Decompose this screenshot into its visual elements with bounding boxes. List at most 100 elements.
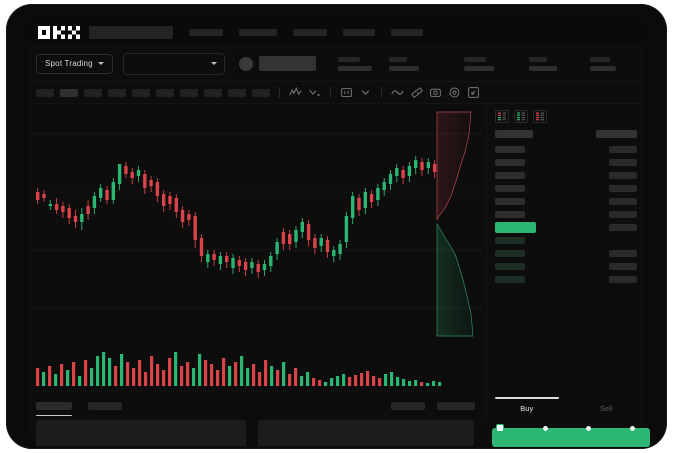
order-book-row[interactable] <box>487 156 645 169</box>
bottom-panel-left[interactable] <box>36 420 246 446</box>
column-header-price <box>495 130 533 138</box>
order-book-row[interactable] <box>487 195 645 208</box>
volume-histogram <box>28 342 483 390</box>
order-book-header <box>487 127 645 143</box>
order-book-amount <box>609 159 637 166</box>
okx-logo[interactable] <box>38 25 80 39</box>
order-book-price <box>495 146 525 153</box>
trading-mode-selector[interactable]: Spot Trading <box>36 53 113 74</box>
bottom-action-1[interactable] <box>391 402 425 410</box>
order-book-row[interactable] <box>487 234 645 247</box>
chevron-down-icon <box>210 62 217 65</box>
stat-volume-quote <box>589 56 616 71</box>
order-book-amount <box>609 276 637 283</box>
line-style-icon[interactable] <box>391 86 404 99</box>
tablet-frame: Spot Trading <box>6 4 667 449</box>
market-toolbar: Spot Trading <box>28 46 645 82</box>
chevron-down-icon <box>97 62 104 65</box>
trading-mode-label: Spot Trading <box>45 59 93 68</box>
bottom-panel-right[interactable] <box>258 420 474 446</box>
orderbook-bids-icon[interactable] <box>514 110 528 123</box>
order-book-asks <box>487 143 645 221</box>
nav-item-3[interactable] <box>293 28 327 36</box>
toolbar-divider <box>330 87 331 98</box>
order-book-row[interactable] <box>487 208 645 221</box>
camera-icon[interactable] <box>429 86 442 99</box>
toolbar-divider <box>381 87 382 98</box>
order-book-row[interactable] <box>487 143 645 156</box>
order-book-row[interactable] <box>487 169 645 182</box>
bottom-action-2[interactable] <box>437 402 475 410</box>
column-header-amount <box>596 130 637 138</box>
bottom-tab-open-orders[interactable] <box>36 402 72 416</box>
order-book-amount <box>609 211 637 218</box>
indicators-icon[interactable] <box>289 86 302 99</box>
last-price-amount <box>609 224 637 231</box>
primary-cta-button[interactable] <box>492 428 650 447</box>
fullscreen-icon[interactable] <box>467 86 480 99</box>
step-3[interactable] <box>586 425 592 431</box>
order-book-row[interactable] <box>487 260 645 273</box>
nav-item-5[interactable] <box>391 28 423 36</box>
order-book-amount <box>609 250 637 257</box>
stat-high <box>388 56 419 71</box>
ruler-icon[interactable] <box>410 86 423 99</box>
search-input[interactable] <box>89 25 173 39</box>
timeframe-4h[interactable] <box>156 88 174 97</box>
timeframe-1m[interactable] <box>36 88 54 97</box>
settings-icon[interactable] <box>448 86 461 99</box>
orderbook-both-icon[interactable] <box>495 110 509 123</box>
trading-pair-select[interactable] <box>122 52 225 75</box>
timeframe-1d[interactable] <box>180 88 198 97</box>
bottom-tab-order-history[interactable] <box>88 402 122 410</box>
nav-item-4[interactable] <box>343 28 375 36</box>
order-book-price <box>495 211 525 218</box>
order-book-bids <box>487 234 645 286</box>
timeframe-30m[interactable] <box>108 88 126 97</box>
order-book-price <box>495 276 525 283</box>
candlestick-chart[interactable] <box>28 104 483 342</box>
last-price-value <box>258 56 316 71</box>
order-book-last-price-row <box>487 221 645 234</box>
last-price-badge <box>495 222 536 233</box>
order-book-price <box>495 185 525 192</box>
buy-sell-tabs: Buy Sell <box>487 397 645 419</box>
tab-buy[interactable]: Buy <box>487 397 567 419</box>
order-book-row[interactable] <box>487 247 645 260</box>
chevron-down-icon[interactable] <box>359 86 372 99</box>
tablet-screen: Spot Trading <box>28 18 645 442</box>
step-2[interactable] <box>542 425 548 431</box>
tab-sell[interactable]: Sell <box>599 403 613 413</box>
timeframe-1w[interactable] <box>204 88 222 97</box>
step-1[interactable] <box>496 424 504 432</box>
toolbar-divider <box>279 87 280 98</box>
timeframe-1mo[interactable] <box>228 88 246 97</box>
timeframe-15m[interactable] <box>84 88 102 97</box>
order-book-price <box>495 198 525 205</box>
order-book-amount <box>609 263 637 270</box>
order-book-amount <box>609 185 637 192</box>
template-icon[interactable] <box>340 86 353 99</box>
stat-volume <box>528 56 557 71</box>
timeframe-more[interactable] <box>252 88 270 97</box>
order-book-price <box>495 250 525 257</box>
order-book-mode-group <box>487 104 645 127</box>
depth-chart-overlay <box>436 111 474 337</box>
compare-icon[interactable] <box>308 86 321 99</box>
order-book-price <box>495 237 525 244</box>
candlestick-canvas <box>28 133 483 309</box>
nav-item-1[interactable] <box>189 28 223 36</box>
step-4[interactable] <box>630 425 636 431</box>
timeframe-1h[interactable] <box>132 88 150 97</box>
volume-canvas <box>36 352 442 386</box>
nav-item-2[interactable] <box>239 28 277 36</box>
timeframe-5m[interactable] <box>60 88 78 97</box>
chart-toolbar <box>28 82 645 104</box>
orderbook-asks-icon[interactable] <box>533 110 547 123</box>
order-book-panel: Buy Sell <box>486 104 645 419</box>
order-book-row[interactable] <box>487 273 645 286</box>
stat-low <box>463 56 494 71</box>
order-book-row[interactable] <box>487 182 645 195</box>
order-book-price <box>495 172 525 179</box>
